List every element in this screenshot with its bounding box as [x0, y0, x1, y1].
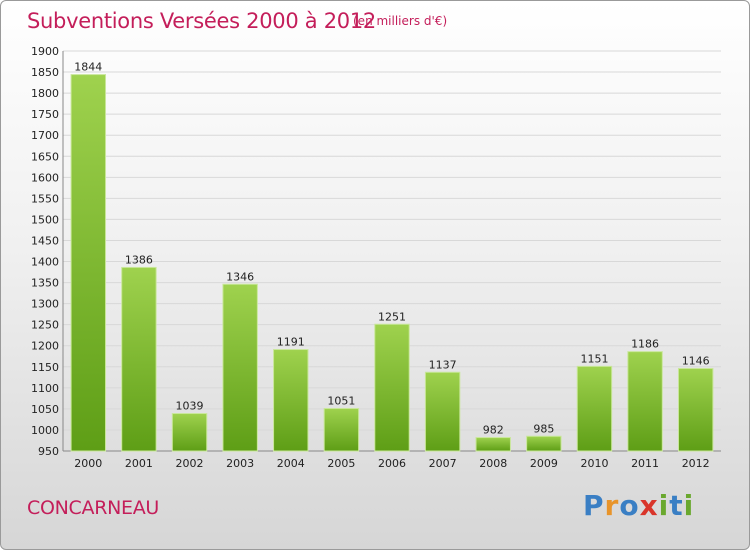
- bar-2007[interactable]: [424, 371, 461, 452]
- y-tick-label: 1350: [31, 277, 59, 290]
- data-label-2007: 1137: [429, 358, 457, 371]
- data-label-2012: 1146: [682, 354, 710, 367]
- chart-title: Subventions Versées 2000 à 2012: [27, 9, 376, 33]
- y-tick-label: 1500: [31, 213, 59, 226]
- y-tick-label: 1200: [31, 340, 59, 353]
- y-tick-label: 1450: [31, 234, 59, 247]
- y-tick-label: 1050: [31, 403, 59, 416]
- x-tick-label-2002: 2002: [176, 457, 204, 470]
- x-tick-label-2004: 2004: [277, 457, 305, 470]
- y-tick-label: 1000: [31, 424, 59, 437]
- y-tick-label: 1600: [31, 171, 59, 184]
- logo-letter: i: [658, 489, 670, 522]
- logo-letter: o: [619, 489, 640, 522]
- proxiti-logo[interactable]: Proxiti: [583, 489, 694, 522]
- bar-2000[interactable]: [70, 74, 107, 452]
- x-tick-label-2009: 2009: [530, 457, 558, 470]
- logo-letter: i: [683, 489, 695, 522]
- y-tick-label: 950: [38, 445, 59, 458]
- data-label-2000: 1844: [74, 61, 102, 74]
- x-tick-label-2008: 2008: [479, 457, 507, 470]
- y-tick-label: 1150: [31, 361, 59, 374]
- bar-2003[interactable]: [222, 283, 258, 452]
- x-tick-label-2010: 2010: [580, 457, 608, 470]
- logo-letter: x: [639, 489, 659, 522]
- data-label-2006: 1251: [378, 310, 406, 323]
- city-name: CONCARNEAU: [27, 497, 160, 519]
- y-tick-label: 1300: [31, 298, 59, 311]
- y-tick-label: 1550: [31, 192, 59, 205]
- logo-letter: r: [604, 489, 620, 522]
- bar-chart: 950 1000 1050 1100 1150 1200 1250 1300 1350 1400 1…: [31, 45, 721, 470]
- x-tick-label-2000: 2000: [74, 457, 102, 470]
- bar-2001[interactable]: [121, 266, 157, 452]
- y-tick-label: 1850: [31, 66, 59, 79]
- x-tick-label-2011: 2011: [631, 457, 659, 470]
- y-tick-label: 1250: [31, 319, 59, 332]
- bar-2004[interactable]: [273, 349, 309, 452]
- y-tick-label: 1100: [31, 382, 59, 395]
- bar-2009[interactable]: [526, 435, 562, 452]
- bar-2005[interactable]: [323, 407, 360, 452]
- bar-2010[interactable]: [576, 365, 613, 452]
- y-tick-label: 1700: [31, 129, 59, 142]
- x-tick-label-2003: 2003: [226, 457, 254, 470]
- x-tick-label-2006: 2006: [378, 457, 406, 470]
- data-label-2011: 1186: [631, 338, 659, 351]
- y-tick-label: 1900: [31, 45, 59, 58]
- y-tick-label: 1650: [31, 150, 59, 163]
- logo-letter: t: [669, 489, 684, 522]
- x-tick-label-2012: 2012: [682, 457, 710, 470]
- x-tick-label-2001: 2001: [125, 457, 153, 470]
- chart-subtitle: (en milliers d'€): [353, 14, 448, 28]
- x-tick-label-2007: 2007: [429, 457, 457, 470]
- y-tick-label: 1800: [31, 87, 59, 100]
- bar-2002[interactable]: [171, 413, 208, 452]
- y-tick-label: 1400: [31, 256, 59, 269]
- bar-2008[interactable]: [475, 437, 511, 452]
- data-label-2009: 985: [533, 422, 554, 435]
- bar-2011[interactable]: [627, 351, 663, 452]
- bar-2012[interactable]: [677, 367, 714, 452]
- data-label-2008: 982: [483, 424, 504, 437]
- data-label-2010: 1151: [580, 352, 608, 365]
- x-tick-label-2005: 2005: [327, 457, 355, 470]
- data-label-2003: 1346: [226, 270, 254, 283]
- logo-letter: P: [583, 489, 605, 522]
- bar-2006[interactable]: [374, 323, 410, 452]
- y-tick-label: 1750: [31, 108, 59, 121]
- data-label-2001: 1386: [125, 253, 153, 266]
- data-label-2002: 1039: [176, 400, 204, 413]
- data-label-2004: 1191: [277, 336, 305, 349]
- data-label-2005: 1051: [327, 394, 355, 407]
